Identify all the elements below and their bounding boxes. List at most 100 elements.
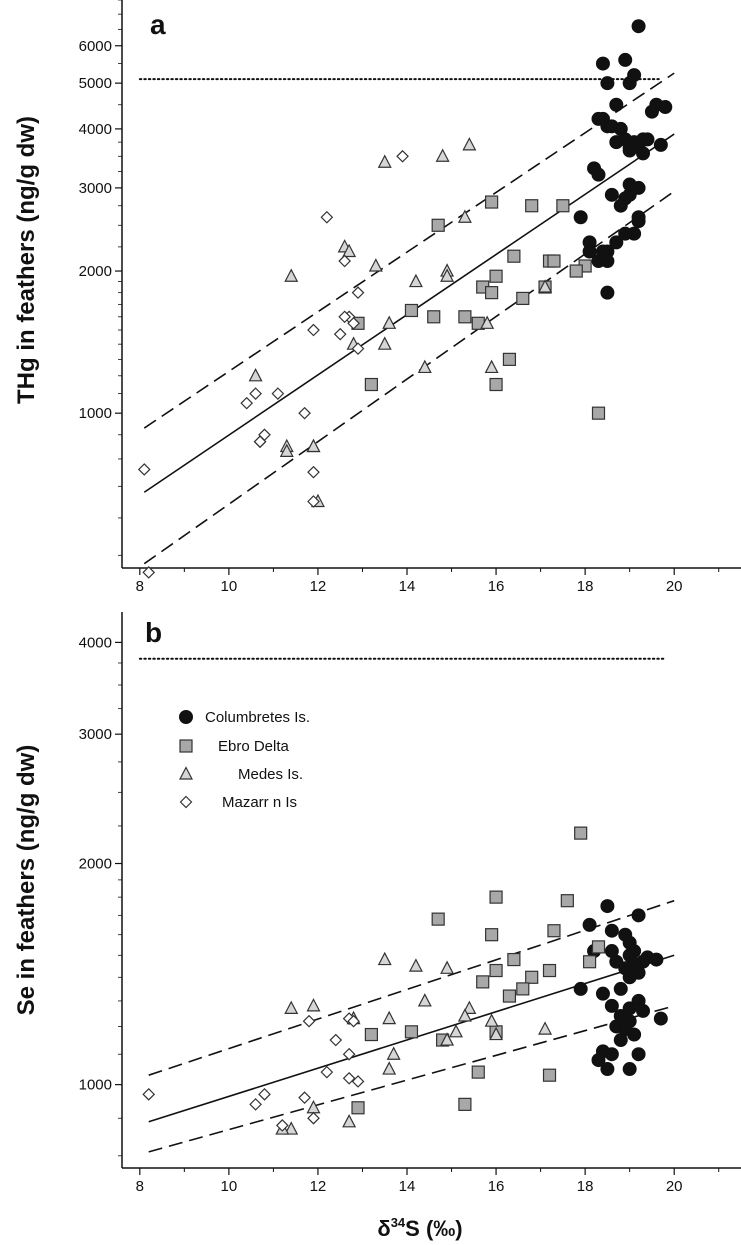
legend-marker bbox=[179, 766, 193, 780]
data-point bbox=[342, 1047, 356, 1061]
data-point bbox=[653, 1011, 668, 1026]
x-tick-label: 10 bbox=[221, 1178, 238, 1195]
panel-label-a: a bbox=[150, 9, 166, 40]
data-point bbox=[489, 377, 503, 392]
x-axis-label-delta: δ bbox=[377, 1216, 390, 1241]
data-point bbox=[342, 1114, 357, 1128]
data-point bbox=[408, 273, 423, 288]
data-point bbox=[604, 119, 619, 134]
data-point bbox=[622, 76, 637, 91]
x-axis-label-rest: S (‰) bbox=[405, 1216, 462, 1241]
data-point bbox=[591, 940, 606, 954]
data-point bbox=[604, 187, 619, 202]
data-point bbox=[622, 1062, 637, 1077]
data-point bbox=[351, 1101, 365, 1115]
data-point bbox=[609, 97, 624, 112]
data-point bbox=[618, 52, 633, 67]
x-axis-label-superscript: 34 bbox=[391, 1215, 406, 1230]
data-point bbox=[342, 243, 357, 258]
data-point bbox=[404, 1025, 419, 1039]
y-tick-label: 6000 bbox=[79, 38, 112, 55]
y-tick-label: 2000 bbox=[79, 263, 112, 280]
series-triangle bbox=[248, 137, 553, 508]
x-tick-label: 8 bbox=[136, 578, 144, 595]
data-point bbox=[284, 1000, 299, 1014]
data-point bbox=[302, 1014, 316, 1028]
data-point bbox=[284, 1121, 299, 1135]
data-point bbox=[591, 167, 606, 182]
data-point bbox=[547, 924, 561, 938]
data-point bbox=[307, 495, 320, 508]
data-point bbox=[458, 1097, 472, 1111]
data-point bbox=[338, 310, 352, 324]
data-point bbox=[582, 244, 597, 259]
y-tick-label: 2000 bbox=[79, 856, 112, 873]
data-point bbox=[471, 1065, 485, 1079]
data-point bbox=[240, 396, 254, 410]
data-point bbox=[604, 923, 619, 938]
data-point bbox=[484, 1013, 499, 1027]
data-point bbox=[351, 286, 365, 299]
legend-marker bbox=[179, 710, 193, 724]
data-point bbox=[137, 463, 151, 476]
data-point bbox=[636, 1003, 651, 1018]
y-tick-label: 5000 bbox=[79, 75, 112, 92]
data-point bbox=[377, 951, 392, 966]
data-point bbox=[640, 132, 655, 147]
data-point bbox=[507, 952, 521, 967]
data-point bbox=[275, 1119, 289, 1132]
data-point bbox=[516, 982, 530, 996]
data-point bbox=[382, 1010, 397, 1025]
data-point bbox=[542, 1068, 557, 1082]
data-point bbox=[644, 104, 659, 119]
data-point bbox=[595, 56, 610, 71]
data-point bbox=[386, 1046, 401, 1060]
data-point bbox=[329, 1033, 343, 1047]
data-point bbox=[377, 336, 392, 350]
data-point bbox=[573, 981, 588, 996]
data-point bbox=[404, 303, 419, 318]
data-point bbox=[622, 177, 637, 192]
data-point bbox=[631, 1047, 646, 1062]
data-point bbox=[142, 1087, 156, 1101]
data-point bbox=[306, 998, 321, 1012]
panel-a-thg: a THg in feathers (ng/g dw) 8 10 12 14 16 18 2… bbox=[13, 0, 741, 595]
data-point bbox=[485, 928, 499, 942]
data-point bbox=[249, 387, 262, 400]
data-point bbox=[556, 199, 570, 213]
data-point bbox=[658, 100, 673, 115]
data-point bbox=[431, 218, 445, 232]
data-point bbox=[306, 438, 321, 453]
y-tick-label: 1000 bbox=[79, 405, 112, 422]
data-point bbox=[368, 258, 383, 272]
data-point bbox=[347, 1014, 360, 1028]
data-point bbox=[457, 209, 472, 223]
x-tick-label: 8 bbox=[136, 1178, 144, 1195]
data-point bbox=[542, 963, 557, 978]
data-point bbox=[538, 279, 553, 293]
data-point bbox=[604, 1047, 619, 1062]
data-point bbox=[307, 323, 320, 337]
data-point bbox=[449, 1024, 463, 1038]
data-point bbox=[396, 149, 409, 163]
data-point bbox=[489, 269, 503, 283]
data-point bbox=[306, 1099, 321, 1114]
y-tick-label: 4000 bbox=[79, 121, 112, 138]
legend-marker bbox=[179, 739, 193, 753]
data-point bbox=[364, 377, 378, 392]
data-point bbox=[279, 443, 294, 457]
legend-label: Ebro Delta bbox=[218, 738, 290, 755]
data-point bbox=[253, 435, 267, 449]
data-point bbox=[649, 952, 664, 967]
y-tick-label: 1000 bbox=[79, 1077, 112, 1094]
data-point bbox=[351, 1075, 365, 1088]
data-point bbox=[249, 1098, 262, 1111]
data-point bbox=[431, 912, 445, 926]
y-axis-label-se: Se in feathers (ng/g dw) bbox=[13, 745, 40, 1016]
data-point bbox=[284, 268, 299, 282]
y-tick-label: 3000 bbox=[79, 726, 112, 743]
data-point bbox=[142, 566, 156, 579]
series-triangle bbox=[275, 951, 553, 1135]
y-tick-label: 4000 bbox=[79, 634, 112, 651]
data-point bbox=[622, 970, 637, 985]
